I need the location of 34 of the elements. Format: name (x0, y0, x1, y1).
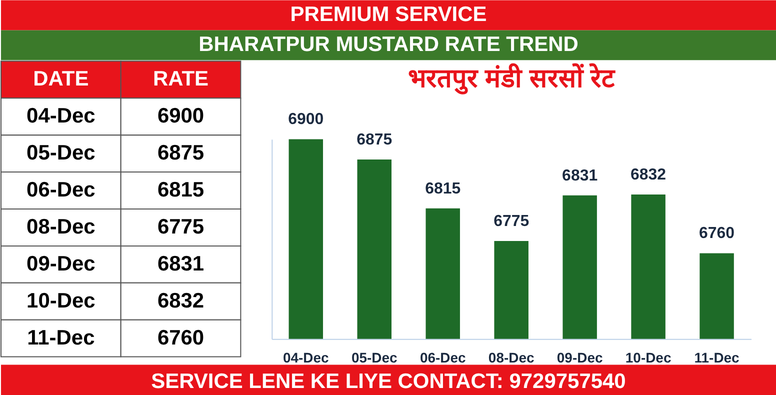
x-tick-label: 04-Dec (282, 349, 330, 366)
x-tick-label: 06-Dec (420, 349, 466, 366)
data-label: 6815 (425, 180, 461, 198)
data-label: 6900 (288, 111, 324, 128)
x-tick-label: 05-Dec (351, 349, 398, 366)
text: 6832 (157, 289, 204, 312)
text: RATE (153, 68, 209, 91)
data-label: 6832 (630, 166, 666, 184)
x-tick-label: 11-Dec (694, 349, 740, 366)
x-tick-label: 09-Dec (556, 349, 603, 366)
data-label: 6775 (494, 213, 530, 230)
data-label: 6760 (699, 225, 735, 242)
category-label: 10-Dec (26, 289, 96, 312)
x-tick-label: 08-Dec (488, 349, 534, 366)
category-label: 09-Dec (26, 252, 96, 276)
data-label: 6875 (356, 131, 392, 148)
text: DATE (33, 68, 89, 91)
category-label: 04-Dec (26, 104, 96, 128)
category-label: 06-Dec (26, 178, 96, 202)
text: 6831 (157, 252, 204, 276)
category-label: 08-Dec (26, 215, 96, 238)
chart-title: PREMIUM SERVICE (290, 3, 487, 26)
data-label: 6831 (562, 167, 598, 184)
category-label: 11-Dec (27, 326, 95, 350)
text: 6900 (157, 104, 204, 128)
text: SERVICE LENE KE LIYE CONTACT: 9729757540 (151, 370, 626, 393)
text: 6875 (157, 142, 204, 165)
text: 6775 (157, 215, 204, 238)
category-label: 05-Dec (26, 142, 96, 165)
chart-subtitle: BHARATPUR MUSTARD RATE TREND (198, 33, 578, 56)
text: 6815 (157, 178, 204, 202)
x-tick-label: 10-Dec (625, 349, 672, 366)
text: भरतपुर मंडी सरसों रेट (408, 63, 616, 96)
text: 6760 (157, 326, 204, 350)
